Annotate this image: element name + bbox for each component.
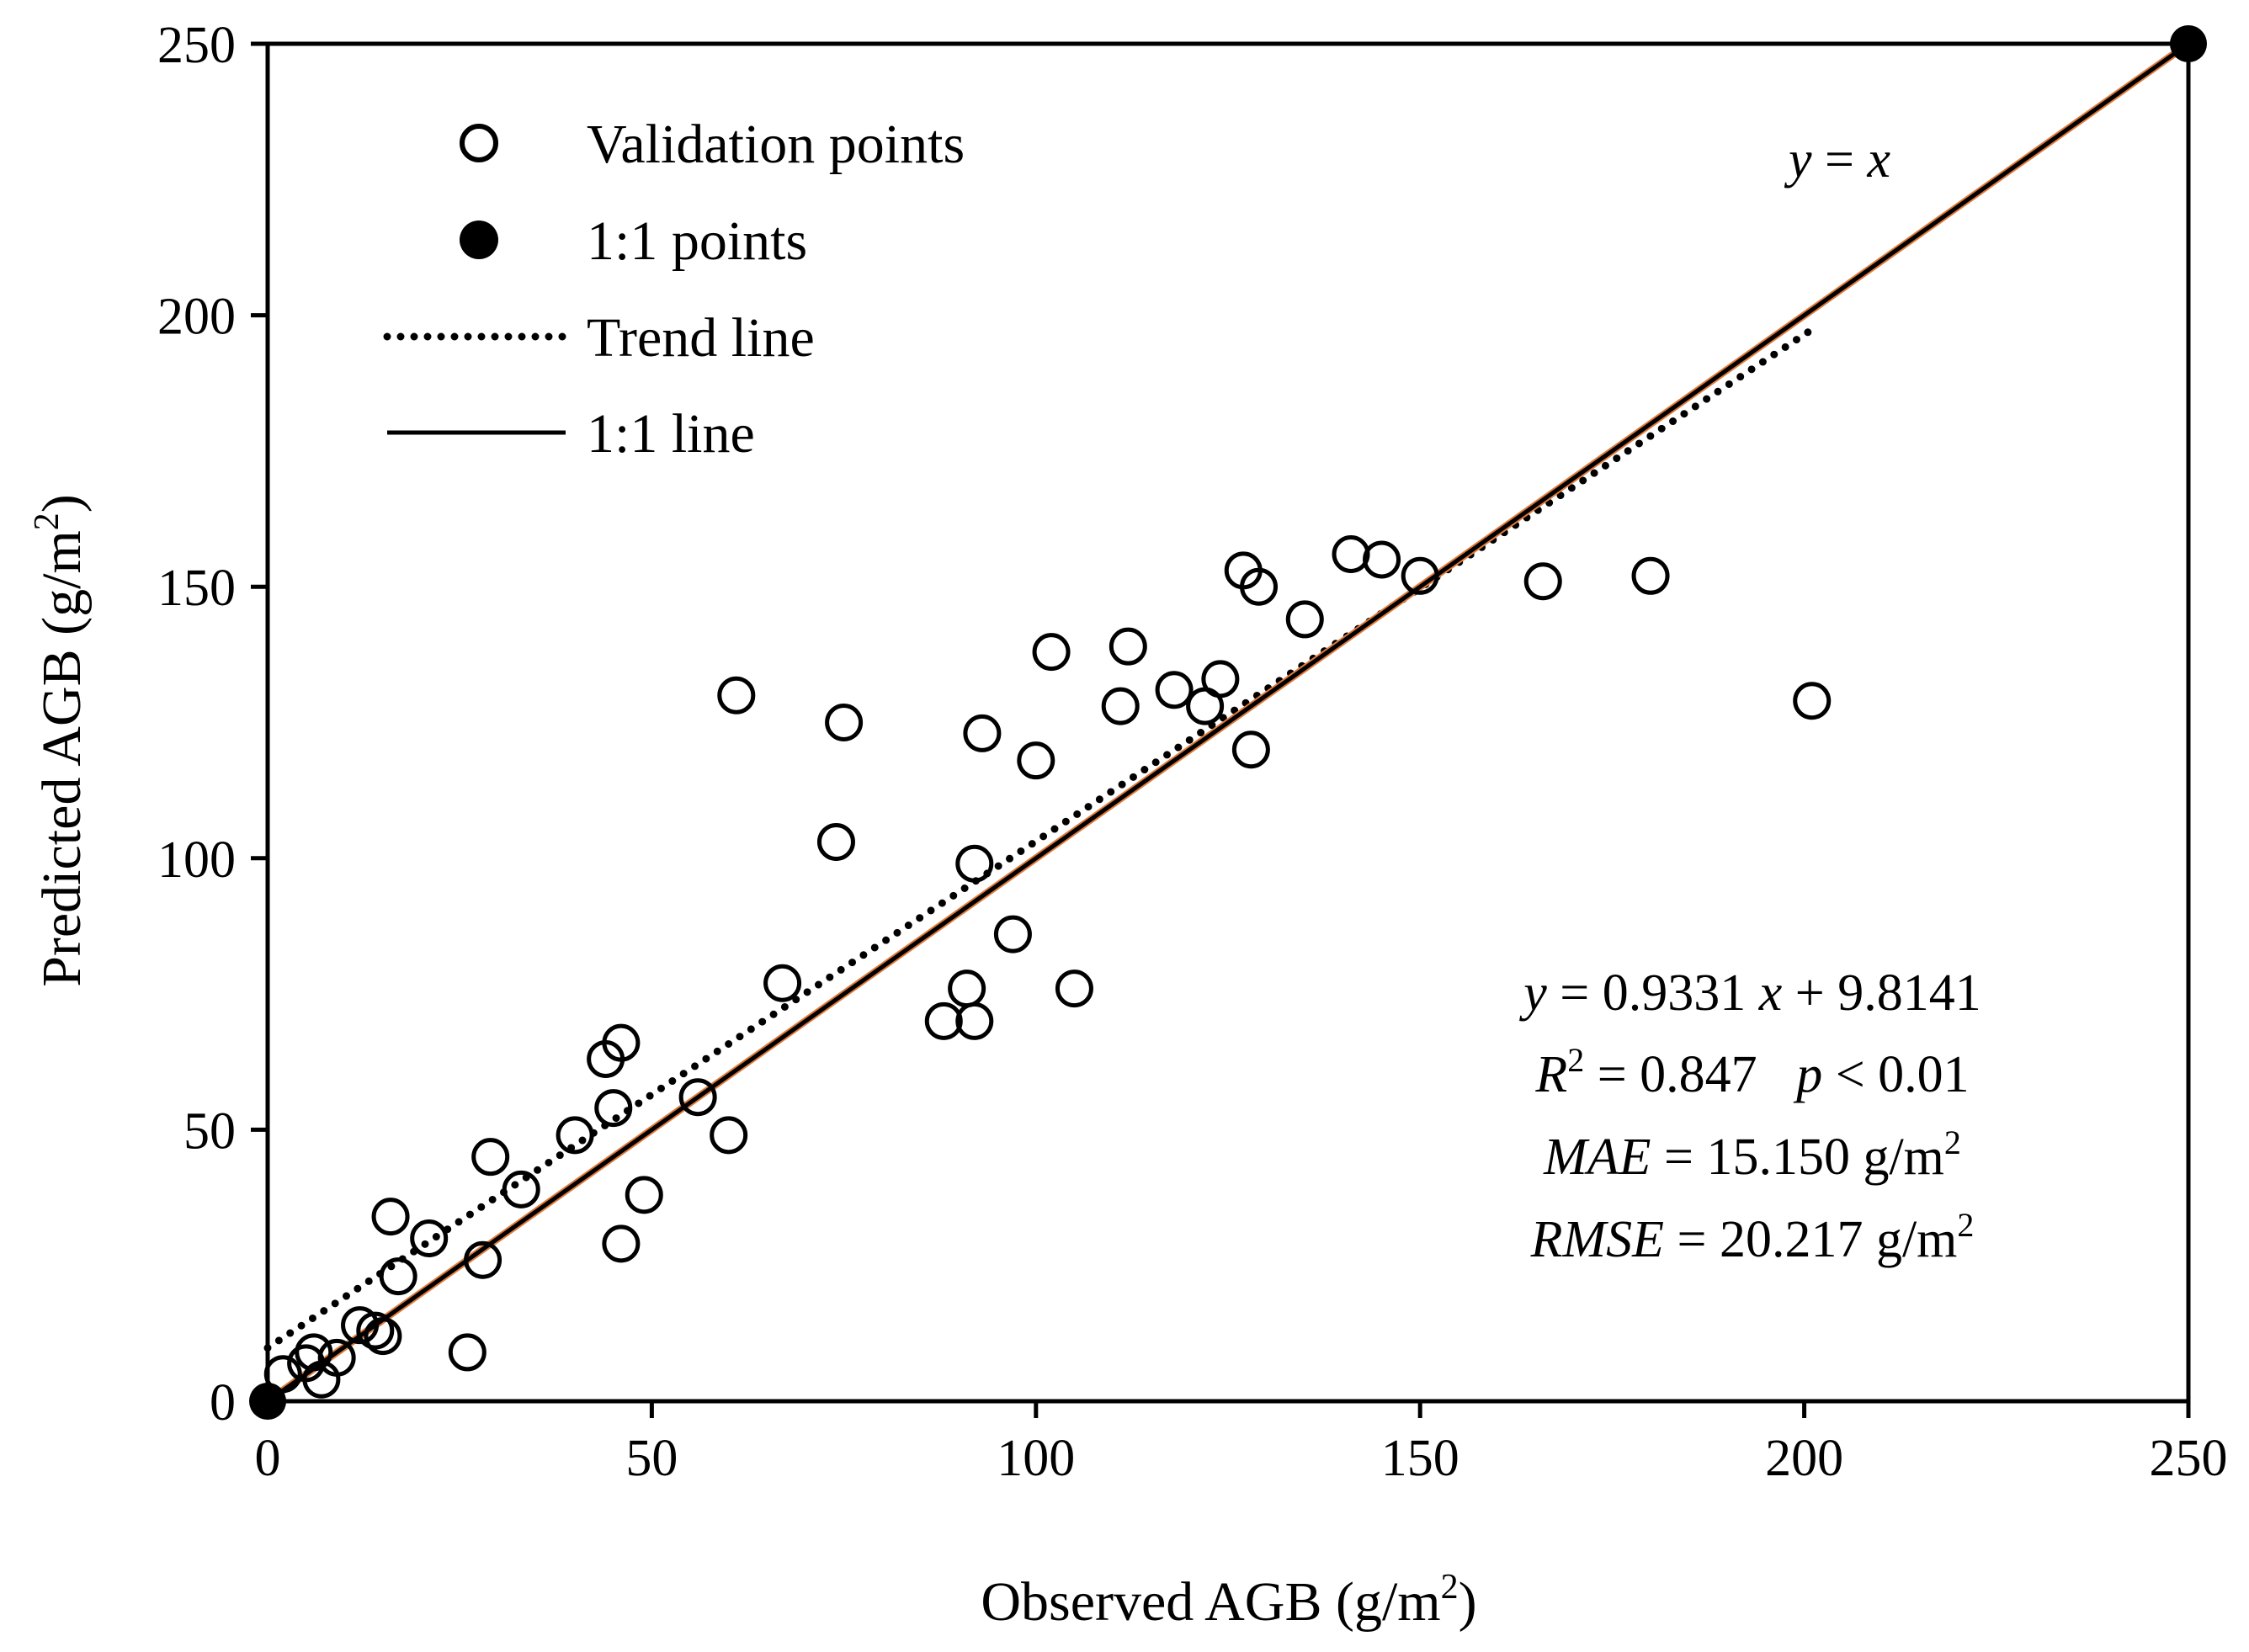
validation-point [602, 1224, 641, 1263]
validation-point [625, 1176, 663, 1214]
fit-lines [263, 40, 2191, 1405]
statistics-block: y = 0.9331 x + 9.8141 R2 = 0.847 p < 0.0… [1518, 964, 1981, 1268]
x-tick-label: 0 [255, 1430, 281, 1487]
validation-point [963, 714, 1002, 752]
legend-marker-identity-points [460, 220, 498, 259]
validation-point [471, 1138, 510, 1177]
legend-label-identity-line: 1:1 line [587, 403, 755, 465]
validation-point [1055, 969, 1093, 1008]
y-axis-title: Predicted AGB (g/m2) [28, 494, 93, 987]
rmse-value: RMSE = 20.217 g/m2 [1530, 1206, 1975, 1268]
validation-point [341, 1306, 380, 1345]
identity-point [2170, 25, 2207, 62]
validation-point [825, 704, 864, 741]
validation-point [295, 1333, 333, 1372]
x-tick-label: 50 [625, 1430, 678, 1487]
validation-point [379, 1257, 417, 1296]
validation-point [594, 1089, 633, 1128]
validation-point [1631, 556, 1670, 595]
validation-point [556, 1116, 594, 1155]
trend-line [263, 326, 1816, 1352]
data-points [249, 25, 2207, 1420]
validation-point [678, 1078, 717, 1117]
validation-point [317, 1338, 356, 1377]
y-tick-label: 100 [157, 831, 236, 889]
r-squared: R2 = 0.847 p < 0.01 [1534, 1041, 1969, 1103]
legend-label-validation: Validation points [587, 114, 965, 175]
validation-point [1401, 556, 1439, 595]
validation-point [1793, 682, 1832, 720]
validation-point [1101, 687, 1140, 725]
validation-point [356, 1311, 395, 1350]
x-tick-label: 250 [2150, 1430, 2228, 1487]
identity-line-label: y = x [1784, 131, 1891, 189]
validation-point [1285, 600, 1324, 639]
validation-point [364, 1317, 402, 1356]
y-tick-label: 200 [157, 289, 236, 346]
validation-point [955, 1001, 994, 1040]
validation-point [710, 1116, 748, 1155]
legend: Validation points 1:1 points Trend line … [383, 114, 965, 465]
identity-line [266, 41, 2190, 1404]
validation-point [1109, 627, 1147, 666]
axes: 0 50 100 150 200 250 0 50 100 150 200 250 [157, 17, 2228, 1487]
validation-point [763, 964, 802, 1002]
y-tick-label: 250 [157, 17, 236, 74]
validation-point [816, 822, 855, 861]
legend-label-trend-line: Trend line [587, 307, 815, 369]
plot-frame [265, 41, 2191, 1404]
mae-value: MAE = 15.150 g/m2 [1543, 1123, 1961, 1186]
validation-point [1523, 562, 1562, 601]
validation-point [602, 1023, 641, 1062]
legend-label-identity-points: 1:1 points [587, 210, 807, 272]
validation-point [1017, 741, 1055, 780]
regression-equation: y = 0.9331 x + 9.8141 [1518, 964, 1981, 1022]
y-tick-label: 0 [210, 1374, 236, 1432]
identity-point [249, 1383, 286, 1420]
x-axis-title: Observed AGB (g/m2) [981, 1568, 1476, 1633]
y-tick-label: 50 [183, 1102, 236, 1160]
validation-point [464, 1240, 502, 1279]
validation-point [1240, 567, 1279, 606]
validation-point [410, 1219, 449, 1257]
y-tick-label: 150 [157, 560, 236, 617]
validation-point [955, 844, 994, 883]
validation-point [448, 1333, 486, 1372]
validation-point [1032, 633, 1071, 672]
validation-point [1201, 660, 1240, 699]
legend-marker-validation [460, 124, 498, 162]
validation-point [1155, 671, 1194, 709]
x-tick-label: 150 [1381, 1430, 1459, 1487]
validation-point [717, 676, 756, 714]
validation-point [993, 915, 1032, 953]
validation-point [1231, 730, 1270, 769]
validation-point [371, 1198, 410, 1236]
validation-point [502, 1170, 540, 1208]
x-tick-label: 200 [1765, 1430, 1843, 1487]
validation-point [924, 1001, 963, 1040]
x-tick-label: 100 [997, 1430, 1075, 1487]
validation-point [1363, 540, 1401, 579]
